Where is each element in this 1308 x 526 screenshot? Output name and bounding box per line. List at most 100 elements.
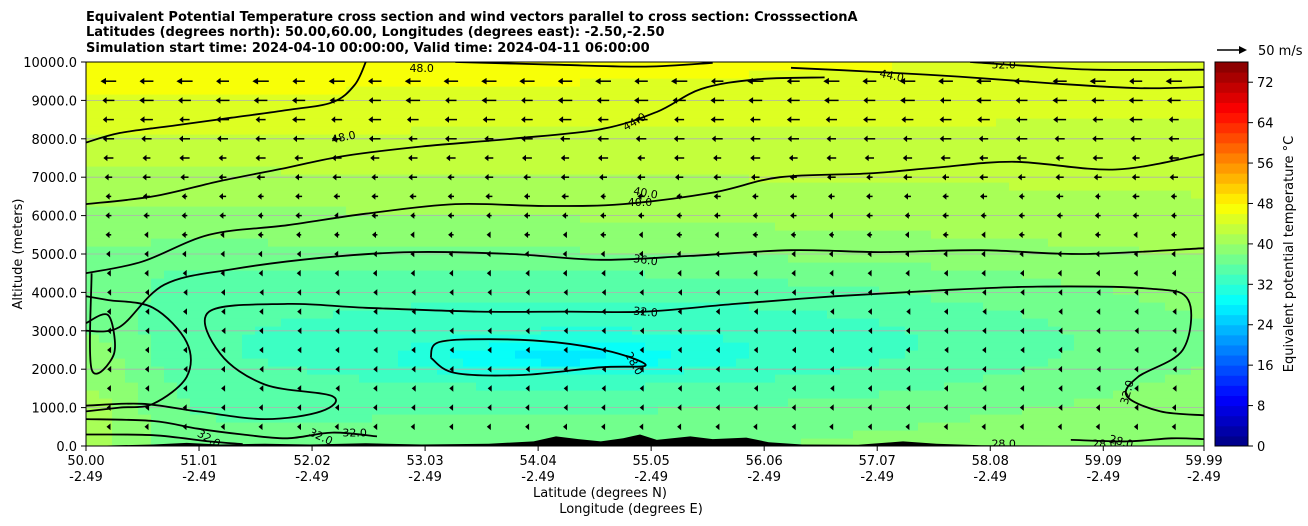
field-cell: [697, 206, 711, 215]
field-cell: [918, 406, 932, 415]
field-cell: [242, 230, 256, 239]
field-cell: [164, 294, 178, 303]
field-cell: [775, 62, 789, 71]
field-cell: [502, 398, 516, 407]
field-cell: [788, 334, 802, 343]
field-cell: [450, 350, 464, 359]
field-cell: [996, 310, 1010, 319]
field-cell: [1035, 238, 1049, 247]
wind-arrow: [447, 212, 454, 219]
field-cell: [1152, 286, 1166, 295]
wind-arrow-head: [487, 327, 492, 335]
field-cell: [229, 438, 243, 446]
field-cell: [853, 414, 867, 423]
field-cell: [593, 414, 607, 423]
field-cell: [424, 390, 438, 399]
field-cell: [151, 110, 165, 119]
field-cell: [957, 198, 971, 207]
field-cell: [346, 366, 360, 375]
field-cell: [814, 310, 828, 319]
field-cell: [164, 254, 178, 263]
field-cell: [281, 102, 295, 111]
field-cell: [151, 318, 165, 327]
wind-arrow-head: [866, 193, 871, 200]
wind-arrow: [182, 250, 187, 258]
field-cell: [996, 198, 1010, 207]
wind-arrow: [259, 346, 264, 354]
field-cell: [177, 62, 191, 71]
field-cell: [424, 198, 438, 207]
field-cell: [918, 398, 932, 407]
field-cell: [411, 174, 425, 183]
field-cell: [1009, 238, 1023, 247]
field-cell: [1139, 126, 1153, 135]
field-cell: [671, 310, 685, 319]
field-cell: [528, 94, 542, 103]
field-cell: [437, 102, 451, 111]
field-cell: [593, 126, 607, 135]
wind-arrow: [1057, 423, 1062, 431]
field-cell: [645, 238, 659, 247]
field-cell: [567, 310, 581, 319]
field-cell: [385, 358, 399, 367]
field-cell: [944, 350, 958, 359]
wind-arrow-head: [1057, 250, 1062, 258]
field-cell: [450, 342, 464, 351]
field-cell: [333, 350, 347, 359]
field-cell: [749, 110, 763, 119]
field-cell: [814, 390, 828, 399]
field-cell: [944, 374, 958, 383]
field-cell: [931, 430, 945, 439]
field-cell: [1022, 430, 1036, 439]
field-cell: [151, 414, 165, 423]
field-cell: [866, 86, 880, 95]
field-cell: [281, 438, 295, 446]
field-cell: [190, 126, 204, 135]
field-cell: [853, 438, 867, 446]
field-cell: [697, 286, 711, 295]
field-cell: [86, 438, 100, 446]
field-cell: [1009, 230, 1023, 239]
field-cell: [320, 262, 334, 271]
field-cell: [736, 422, 750, 431]
field-cell: [489, 190, 503, 199]
field-cell: [1022, 94, 1036, 103]
field-cell: [203, 270, 217, 279]
field-cell: [255, 174, 269, 183]
wind-arrow-head: [411, 327, 416, 335]
wind-arrow-head: [145, 385, 150, 392]
field-cell: [1022, 190, 1036, 199]
field-cell: [177, 398, 191, 407]
field-cell: [541, 262, 555, 271]
field-cell: [840, 190, 854, 199]
field-cell: [164, 118, 178, 127]
field-cell: [424, 238, 438, 247]
field-cell: [606, 230, 620, 239]
field-cell: [99, 390, 113, 399]
field-cell: [814, 350, 828, 359]
wind-arrow: [1132, 193, 1140, 200]
field-cell: [541, 158, 555, 167]
field-cell: [1087, 86, 1101, 95]
field-cell: [710, 334, 724, 343]
field-cell: [541, 222, 555, 231]
field-cell: [450, 102, 464, 111]
field-cell: [1035, 94, 1049, 103]
field-cell: [1165, 262, 1179, 271]
field-cell: [190, 110, 204, 119]
field-cell: [827, 334, 841, 343]
field-cell: [996, 334, 1010, 343]
field-cell: [203, 262, 217, 271]
field-cell: [723, 134, 737, 143]
field-cell: [255, 94, 269, 103]
wind-arrow-head: [1133, 231, 1138, 239]
wind-arrow: [677, 327, 682, 335]
field-cell: [450, 174, 464, 183]
field-cell: [1074, 270, 1088, 279]
field-cell: [1022, 366, 1036, 375]
field-cell: [554, 158, 568, 167]
field-cell: [177, 350, 191, 359]
field-cell: [775, 254, 789, 263]
contour-line-32: [86, 285, 1204, 421]
field-cell: [229, 334, 243, 343]
